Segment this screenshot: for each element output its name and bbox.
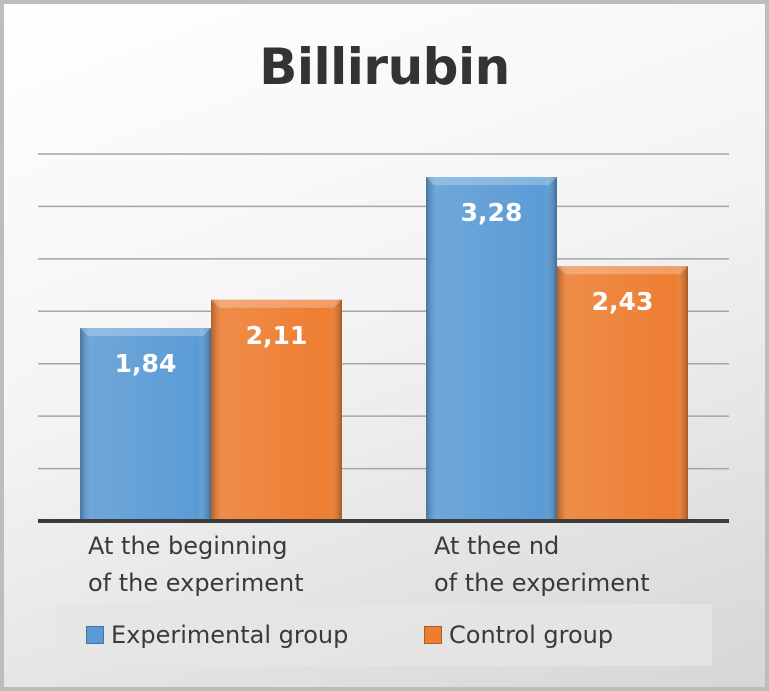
data-label: 1,84 — [115, 349, 177, 378]
chart-title: Billirubin — [259, 38, 510, 96]
data-label: 2,11 — [246, 321, 308, 350]
bar-control-1 — [557, 266, 688, 521]
legend-swatch-control — [424, 626, 442, 644]
data-label: 2,43 — [592, 287, 654, 316]
data-label: 3,28 — [461, 198, 523, 227]
legend-label-experimental: Experimental group — [111, 621, 349, 649]
bar-experimental-0 — [80, 328, 211, 521]
category-label-beginning: At the beginning of the experiment — [88, 532, 304, 597]
category-label-end: At thee nd of the experiment — [434, 532, 650, 597]
legend-item-experimental: Experimental group — [86, 621, 348, 649]
bar-experimental-1 — [426, 177, 557, 521]
legend-swatch-experimental — [86, 626, 104, 644]
legend: Experimental group Control group — [56, 604, 712, 666]
legend-item-control: Control group — [424, 621, 613, 649]
bar-control-0 — [211, 299, 342, 521]
legend-label-control: Control group — [449, 621, 614, 649]
